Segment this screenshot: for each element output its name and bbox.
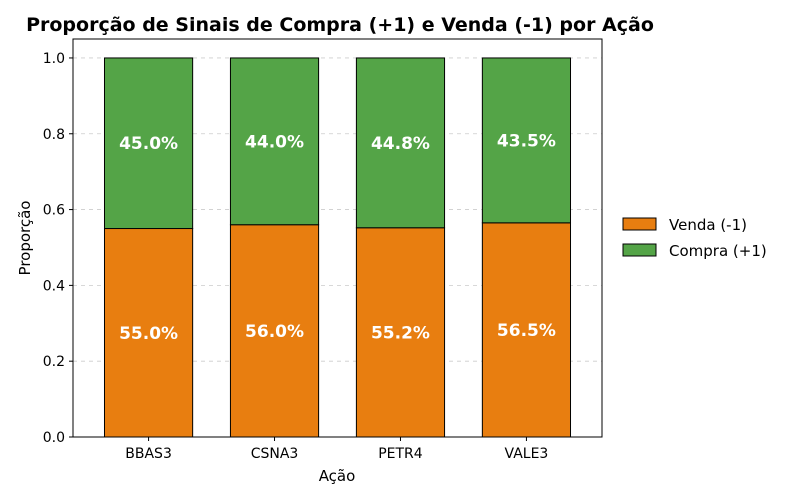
plot-frame [72, 38, 603, 438]
y-tick-label: 0.2 [43, 354, 65, 370]
legend-swatch [622, 217, 657, 231]
bar-value-label: 45.0% [119, 134, 178, 154]
x-tick-label: VALE3 [505, 446, 549, 462]
bar-vale3-series-1 [481, 57, 572, 224]
legend: Venda (-1) Compra (+1) [622, 216, 767, 260]
y-tick-label: 0.8 [43, 127, 65, 143]
x-axis-label: Ação [319, 467, 356, 485]
bar-value-label: 55.0% [119, 324, 178, 344]
bar-value-label: 55.2% [371, 323, 430, 343]
y-tick-label: 0.6 [43, 203, 65, 219]
bar-petr4-series-0 [355, 227, 446, 438]
x-axis-ticks: BBAS3 CSNA3 PETR4 VALE3 [125, 437, 548, 462]
bar-value-label: 56.5% [497, 321, 556, 341]
chart-title: Proporção de Sinais de Compra (+1) e Ven… [26, 14, 654, 36]
bar-labels: 55.0% 45.0% 56.0% 44.0% 55.2% 44.8% 56.5% 43.5% [119, 131, 556, 343]
bar-csna3-series-0 [229, 224, 320, 438]
bar-value-label: 44.0% [245, 132, 304, 152]
bar-value-label: 43.5% [497, 131, 556, 151]
legend-swatch [622, 243, 657, 257]
x-tick-label: BBAS3 [125, 446, 172, 462]
y-tick-label: 1.0 [43, 51, 65, 67]
legend-label: Venda (-1) [669, 216, 747, 234]
y-tick-label: 0.0 [43, 430, 65, 446]
y-tick-label: 0.4 [43, 278, 65, 294]
bar-value-label: 56.0% [245, 322, 304, 342]
x-tick-label: PETR4 [378, 446, 423, 462]
x-tick-label: CSNA3 [251, 446, 299, 462]
bar-value-label: 44.8% [371, 134, 430, 154]
bar-csna3-series-1 [229, 57, 320, 226]
bar-bbas3-series-1 [103, 57, 194, 230]
bar-vale3-series-0 [481, 222, 572, 438]
bars [103, 57, 572, 438]
bar-petr4-series-1 [355, 57, 446, 229]
y-axis-label: Proporção [16, 201, 34, 276]
legend-label: Compra (+1) [669, 242, 767, 260]
y-axis-ticks: 0.0 0.2 0.4 0.6 0.8 1.0 [43, 51, 73, 446]
